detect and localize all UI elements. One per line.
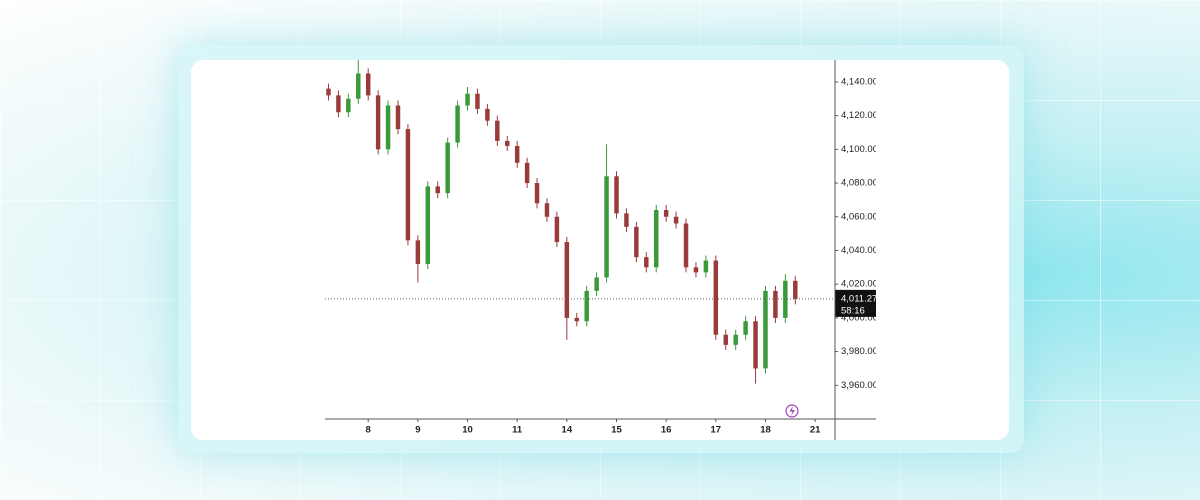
candle-body [435,186,440,194]
candle-body [574,317,580,322]
candle-body [584,290,589,322]
candle-body [554,216,560,243]
candle-body [693,267,699,273]
candle-body [723,334,728,345]
y-axis: 3,960.00 3,980.00 4,000.00 4,020.00 4,040.00… [835,76,878,391]
candle-body [703,260,709,273]
x-tick-label: 17 [711,425,722,436]
x-tick-label: 18 [760,425,771,436]
candle-body [733,334,738,345]
x-tick-label: 14 [562,425,573,436]
candle-body [594,277,599,291]
candle-body [514,145,520,163]
y-tick-label: 4,040.00 [841,245,878,256]
candle-body [336,95,341,113]
candle-body [564,242,570,318]
candle-body [783,280,788,318]
chart-panel [191,60,1009,440]
icon-bolt[interactable] [789,406,796,416]
candle-body [465,93,470,106]
y-tick-label: 4,060.00 [841,211,878,222]
candle-body [395,105,401,130]
y-tick-label: 3,980.00 [841,346,878,357]
candle-body [673,216,679,224]
x-axis: 8 9 10 11 14 15 16 17 18 21 [366,419,821,436]
x-tick-label: 10 [462,425,473,436]
candle-body [653,210,659,268]
candle-body [445,142,450,194]
icon-circle[interactable] [785,404,799,418]
candle-body [763,290,768,369]
replay-icon[interactable] [785,404,799,418]
candle-body [713,260,719,335]
y-tick-label: 3,960.00 [841,380,878,391]
x-tick-label: 11 [512,425,523,436]
candle-body [773,290,778,318]
last-price-box [835,289,876,317]
candle-body [624,213,629,227]
candle-body [644,257,649,268]
x-tick-label: 9 [415,425,420,436]
candle-body [385,105,391,150]
candle-body [614,176,619,214]
y-tick-label: 4,120.00 [841,110,878,121]
candle-body [604,176,609,278]
x-tick-label: 15 [611,425,622,436]
candle-body [485,108,490,121]
candle-body [634,226,639,258]
candle-body [663,210,669,217]
x-tick-label: 8 [366,425,371,436]
candle-body [524,162,530,184]
candle-body [356,73,361,99]
candle-body [326,88,331,96]
candle-body [375,95,381,150]
candle-body [793,280,798,299]
candle-body [455,105,460,143]
candle-body [505,140,510,146]
candle-body [534,183,540,204]
y-tick-label: 4,080.00 [841,178,878,189]
candle-body [346,98,351,113]
last-price-label: 4,011.27 [841,293,877,304]
candle-body [365,73,371,96]
candle-body [743,321,748,335]
y-tick-label: 4,020.00 [841,279,878,290]
candle-body [405,129,411,241]
y-tick-label: 4,100.00 [841,144,878,155]
candle-body [683,223,689,268]
candle-body [495,120,500,141]
candle-body [415,240,421,264]
candle-body [544,203,550,217]
candle-body [475,93,480,109]
y-tick-label: 4,140.00 [841,76,878,87]
y-tick-label: 4,000.00 [841,312,878,323]
x-tick-label: 21 [810,425,821,436]
x-tick-label: 16 [661,425,672,436]
plot-area [325,60,835,384]
countdown-label: 58:16 [841,305,865,316]
candle-body [753,321,758,369]
candle-body [425,186,431,264]
